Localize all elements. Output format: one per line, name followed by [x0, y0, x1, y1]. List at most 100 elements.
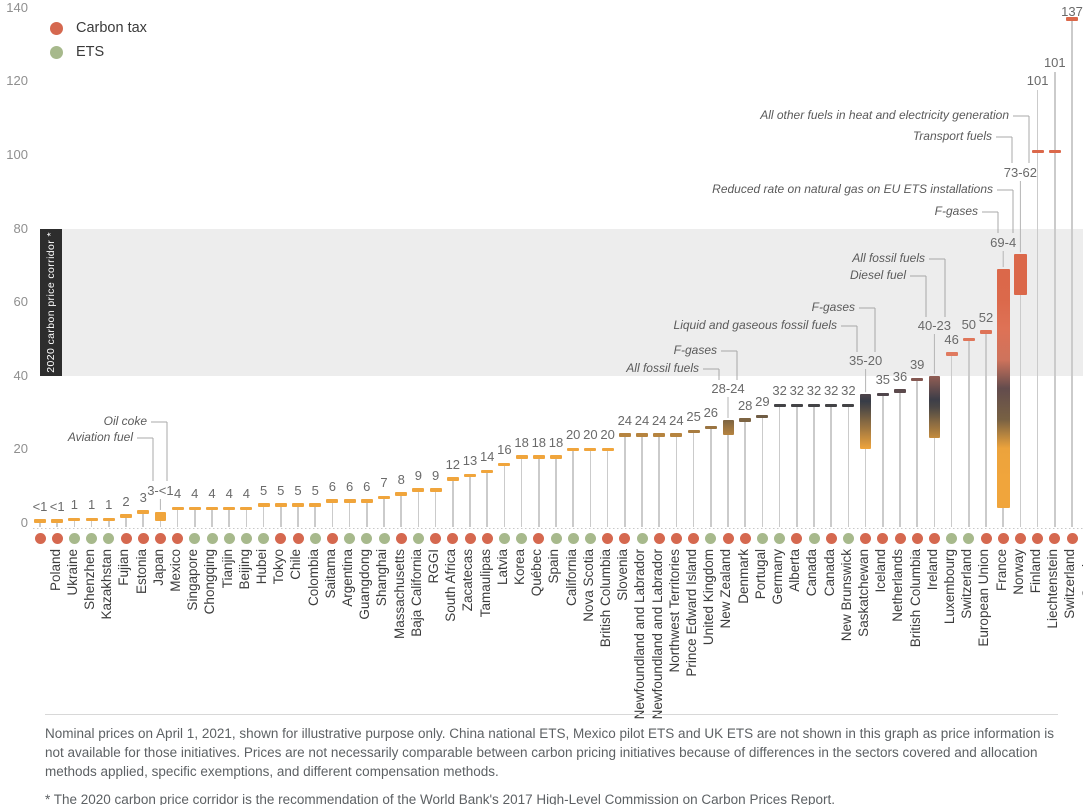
jurisdiction-label: Hubei: [253, 549, 269, 585]
footnotes: Nominal prices on April 1, 2021, shown f…: [45, 714, 1058, 805]
jurisdiction-label: European Union: [976, 549, 992, 647]
annotation-label: All fossil fuels: [852, 251, 925, 265]
instrument-dot-ets: [361, 532, 373, 544]
stem: [985, 331, 987, 527]
price-value-label: 14: [479, 449, 495, 465]
jurisdiction-label: Northwest Territories: [666, 549, 682, 673]
price-value-label: 26: [703, 405, 719, 421]
jurisdiction-label: Argentina: [339, 549, 355, 607]
price-value-label: 101: [1043, 55, 1066, 70]
stem: [90, 519, 93, 527]
jurisdiction-label: Luxembourg: [941, 549, 957, 625]
price-value-label: 36: [892, 368, 908, 384]
price-value-label: 24: [669, 412, 684, 428]
instrument-dot-tax: [447, 532, 459, 544]
price-value-label: 4: [191, 486, 199, 502]
footnote-main: Nominal prices on April 1, 2021, shown f…: [45, 726, 1054, 780]
price-tick: [1066, 17, 1078, 21]
instrument-dot-tax: [430, 532, 442, 544]
price-value-label: 101: [1026, 73, 1049, 88]
price-range-bar: [996, 269, 1010, 509]
price-tick: [188, 506, 201, 511]
annotation-label: Aviation fuel: [67, 430, 133, 444]
stem: [194, 508, 196, 527]
stem: [39, 520, 41, 527]
price-value-label: 6: [328, 478, 336, 494]
instrument-dot-tax: [860, 532, 872, 544]
annotation-label: Liquid and gaseous fossil fuels: [673, 318, 837, 332]
stem: [692, 431, 695, 527]
jurisdiction-label: Sweden: [1079, 549, 1083, 598]
instrument-dot-tax: [739, 532, 751, 544]
price-tick: [790, 403, 803, 408]
price-value-label: 32: [789, 383, 805, 399]
price-tick: [515, 455, 528, 459]
jurisdiction-label: California: [563, 549, 579, 607]
price-value-label: <1: [32, 498, 48, 514]
jurisdiction-label: Colombia: [305, 549, 321, 607]
jurisdiction-label: Guangdong: [357, 549, 373, 620]
stem: [176, 508, 179, 527]
jurisdiction-label: British Columbia: [907, 549, 923, 648]
price-tick: [894, 389, 906, 393]
jurisdiction-label: Beijing: [236, 549, 252, 590]
price-tick: [584, 447, 597, 452]
price-value-label: 32: [772, 383, 787, 399]
price-tick: [343, 499, 356, 503]
jurisdiction-label: British Columbia: [597, 549, 613, 648]
legend: Carbon tax ETS: [50, 20, 147, 68]
stem: [366, 500, 368, 527]
instrument-dot-tax: [275, 532, 287, 544]
price-value-label: 46: [944, 331, 959, 347]
jurisdiction-label: Spain: [546, 549, 562, 584]
price-value-label: 13: [462, 453, 478, 469]
stem: [108, 519, 110, 527]
price-value-label: 20: [565, 427, 581, 443]
instrument-dot-tax: [619, 532, 631, 544]
stem: [245, 508, 248, 527]
x-axis-baseline: [33, 528, 1083, 529]
instrument-dot-ets: [946, 532, 958, 544]
stem: [624, 434, 626, 527]
jurisdiction-label: Slovenia: [615, 549, 631, 601]
price-tick: [412, 488, 425, 492]
stem: [813, 405, 815, 527]
instrument-dot-ets: [963, 532, 975, 544]
price-value-label: 24: [651, 412, 667, 428]
price-value-label: 6: [345, 478, 354, 494]
price-value-label: 24: [634, 412, 650, 428]
instrument-dot-ets: [309, 532, 321, 544]
price-value-label: 20: [583, 427, 598, 443]
price-value-label: 69-4: [990, 235, 1017, 250]
price-value-label: 4: [208, 486, 216, 502]
price-tick: [1031, 149, 1044, 154]
instrument-dot-tax: [653, 532, 665, 544]
instrument-dot-tax: [34, 532, 46, 544]
price-tick: [34, 519, 46, 523]
price-range-bar: [154, 511, 166, 522]
price-tick: [532, 455, 545, 459]
jurisdiction-label: France: [993, 549, 1009, 592]
stem: [348, 500, 351, 527]
price-value-label: 28-24: [711, 381, 745, 396]
price-value-label: 4: [242, 486, 250, 502]
instrument-dot-ets: [842, 532, 854, 544]
jurisdiction-label: RGGI: [425, 549, 441, 584]
price-value-label: 32: [841, 383, 856, 399]
jurisdiction-label: Estonia: [133, 549, 149, 595]
instrument-dot-tax: [877, 532, 889, 544]
jurisdiction-label: Ukraine: [64, 549, 80, 596]
legend-label-ets: ETS: [76, 44, 105, 60]
instrument-dot-tax: [670, 532, 682, 544]
price-value-label: 4: [225, 486, 233, 502]
price-tick: [687, 429, 700, 433]
stem: [73, 519, 76, 527]
instrument-dot-ets: [206, 532, 218, 544]
price-tick: [911, 377, 924, 382]
stem: [142, 511, 144, 527]
annotation-label: F-gases: [673, 343, 717, 357]
instrument-dot-tax: [911, 532, 923, 544]
stem: [417, 489, 420, 527]
price-value-label: 40-23: [917, 318, 952, 333]
